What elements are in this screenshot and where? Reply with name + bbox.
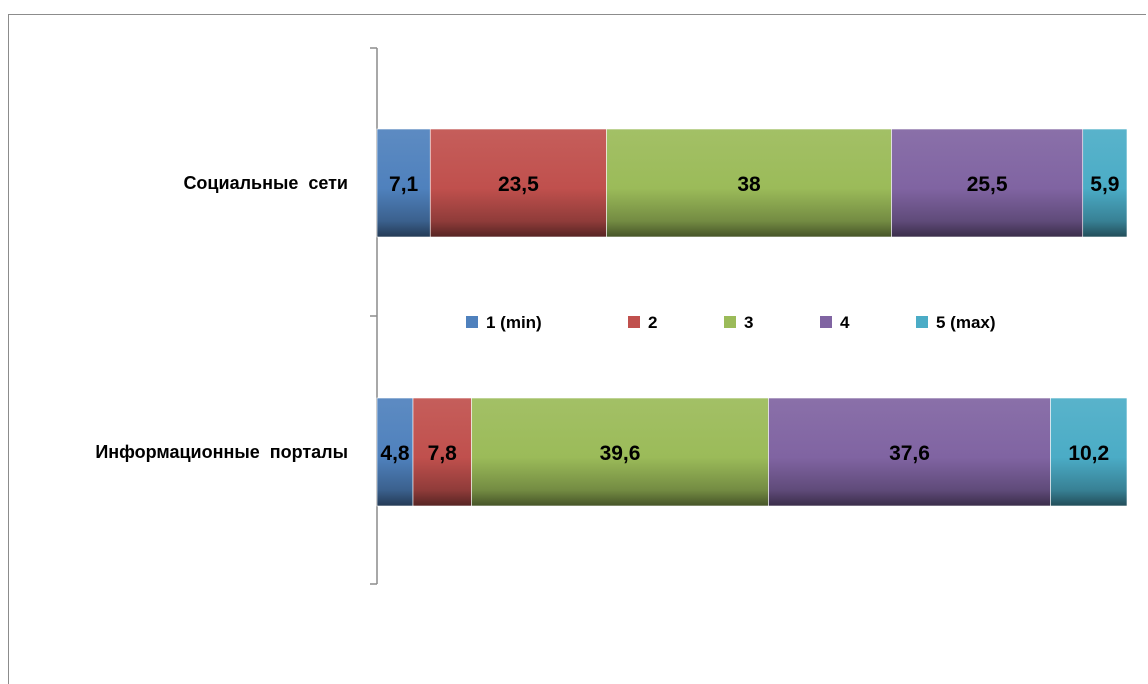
data-label: 10,2	[1068, 442, 1109, 465]
category-label: Информационные порталы	[95, 442, 348, 462]
bar-segment	[891, 128, 1084, 238]
bar-segment	[768, 397, 1051, 507]
bars-group: 7,1 23,5 38 25,5 5,9 4,8 7,8 39,6 37,6 10,2	[376, 128, 1128, 507]
data-label: 7,8	[428, 442, 458, 465]
legend-swatch	[628, 316, 640, 328]
legend-label: 2	[648, 313, 657, 332]
data-label: 38	[737, 173, 761, 196]
data-label: 37,6	[889, 442, 930, 465]
legend-swatch	[916, 316, 928, 328]
data-label: 39,6	[600, 442, 641, 465]
data-label: 4,8	[380, 442, 410, 465]
legend-swatch	[820, 316, 832, 328]
data-label: 23,5	[498, 173, 539, 196]
bar-segment	[376, 397, 414, 507]
bar-segment	[1082, 128, 1128, 238]
legend-label: 3	[744, 313, 753, 332]
legend-label: 1 (min)	[486, 313, 542, 332]
legend: 1 (min) 2 3 4 5 (max)	[466, 313, 996, 332]
legend-swatch	[724, 316, 736, 328]
legend-label: 5 (max)	[936, 313, 996, 332]
chart-frame	[8, 14, 1146, 684]
data-label: 25,5	[967, 173, 1008, 196]
bar-segment	[429, 128, 607, 238]
data-label: 7,1	[389, 173, 419, 196]
bar-segment	[471, 397, 769, 507]
data-label: 5,9	[1090, 173, 1119, 196]
bar-segment	[376, 128, 431, 238]
category-label: Социальные сети	[183, 173, 348, 193]
bar-segment	[1050, 397, 1128, 507]
category-labels: Социальные сети Информационные порталы	[95, 173, 348, 462]
bar-segment	[412, 397, 472, 507]
bar-segment	[606, 128, 892, 238]
legend-swatch	[466, 316, 478, 328]
legend-label: 4	[840, 313, 850, 332]
